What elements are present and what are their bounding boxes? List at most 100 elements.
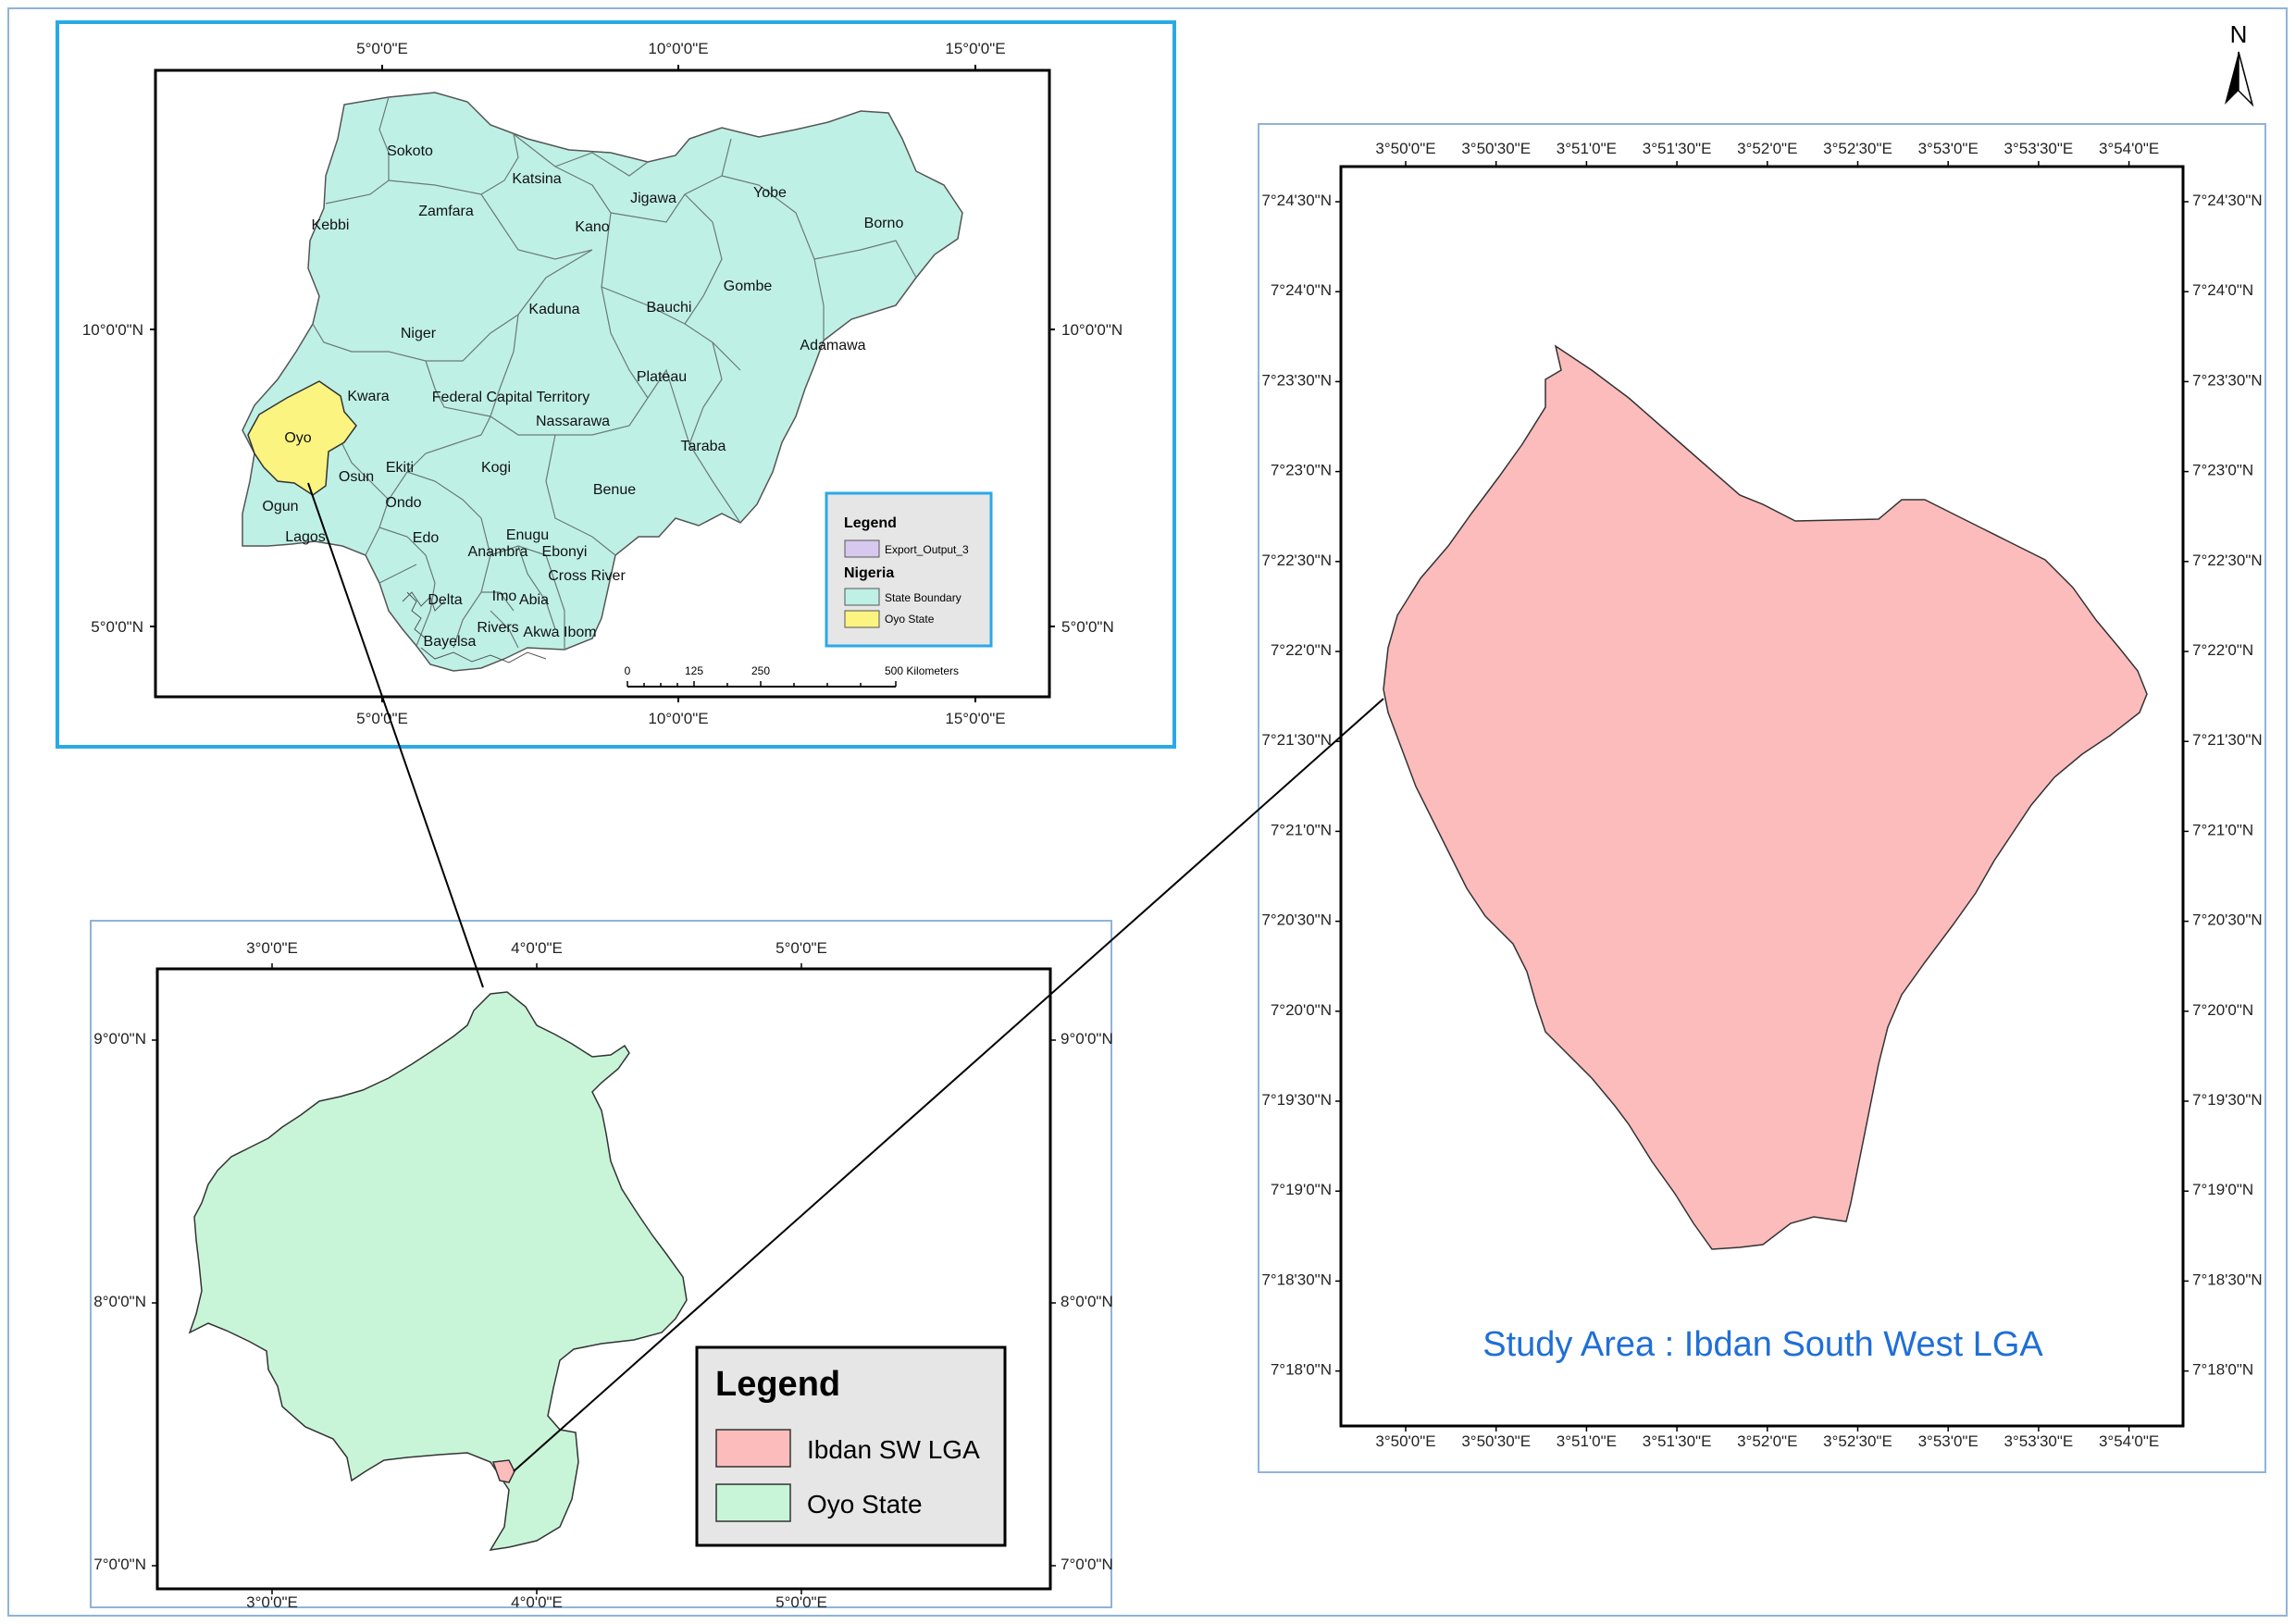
export-swatch: [844, 539, 880, 558]
scale-tick-label: 250: [751, 664, 770, 677]
coord-label: 3°52'30"E: [1823, 140, 1892, 157]
lon-label: 15°0'0"E: [945, 40, 1005, 57]
state-label: Katsina: [512, 171, 561, 187]
coord-label: 7°23'0"N: [2192, 462, 2253, 479]
state-label: Oyo: [284, 430, 311, 446]
lon-label: 3°0'0"E: [246, 1593, 298, 1611]
coord-label: 7°21'30"N: [2192, 731, 2263, 749]
coord-label: 3°51'0"E: [1557, 140, 1617, 157]
state-label: Kano: [575, 219, 609, 235]
coord-label: 7°18'0"N: [1271, 1361, 1332, 1379]
legend-title: Legend: [844, 515, 897, 531]
state-boundaries: [312, 96, 917, 650]
state-label: Yobe: [753, 185, 787, 201]
ibadan-sw-lga-shape: [1383, 344, 2148, 1250]
state-label: Benue: [593, 482, 636, 498]
lon-label: 5°0'0"E: [356, 710, 408, 727]
legend-item-label: Ibdan SW LGA: [807, 1435, 980, 1464]
coord-label: 7°19'30"N: [1261, 1091, 1332, 1109]
lon-label: 5°0'0"E: [775, 1593, 827, 1611]
coord-label: 7°23'30"N: [1261, 371, 1332, 389]
state-label: Kaduna: [528, 302, 579, 317]
legend-item-label: Oyo State: [807, 1490, 923, 1519]
lon-label: 5°0'0"E: [775, 939, 827, 957]
legend-title: Legend: [715, 1365, 840, 1404]
coord-label: 7°22'30"N: [1261, 552, 1332, 569]
coord-label: 3°52'0"E: [1737, 140, 1797, 157]
oyo-map-panel: 3°0'0"E 4°0'0"E 5°0'0"E 3°0'0"E 4°0'0"E …: [90, 920, 1113, 1611]
coord-label: 7°24'30"N: [2192, 192, 2263, 209]
coord-label: 3°51'0"E: [1557, 1432, 1617, 1450]
state-label: Borno: [864, 216, 904, 231]
coord-label: 7°22'0"N: [2192, 641, 2253, 659]
lon-label: 15°0'0"E: [945, 710, 1005, 727]
north-arrow-half: [2238, 51, 2254, 107]
state-label: Nassarawa: [536, 414, 610, 429]
state-label: Zamfara: [418, 204, 474, 219]
leader-lines: [307, 482, 1384, 1472]
delta-texture: [402, 591, 547, 663]
state-label: Jigawa: [630, 191, 676, 206]
lat-label: 8°0'0"N: [93, 1293, 146, 1310]
state-label: Ondo: [385, 495, 421, 511]
coord-label: 7°24'30"N: [1261, 192, 1332, 209]
coord-label: 7°23'30"N: [2192, 371, 2263, 389]
state-label: Kwara: [347, 389, 389, 404]
state-label: Akwa Ibom: [523, 625, 596, 640]
coord-label: 7°24'0"N: [1271, 281, 1332, 299]
coord-label: 3°54'0"E: [2099, 1432, 2159, 1450]
coord-label: 7°21'0"N: [1271, 821, 1332, 838]
study-left-lat-labels: 7°24'30"N 7°24'0"N 7°23'30"N 7°23'0"N 7°22'3…: [1261, 192, 1332, 1379]
coord-label: 7°20'0"N: [2192, 1001, 2253, 1019]
lga-swatch: [715, 1429, 791, 1468]
coord-label: 7°19'0"N: [1271, 1181, 1332, 1198]
state-label: Osun: [339, 469, 374, 485]
lat-label: 5°0'0"N: [1061, 618, 1114, 636]
state-label: Plateau: [637, 369, 687, 385]
study-area-panel: 3°50'0"E 3°50'30"E 3°51'0"E 3°51'30"E 3°52'0…: [1258, 123, 2266, 1473]
lon-label: 3°0'0"E: [246, 939, 298, 957]
nigeria-map-panel: 5°0'0"E 10°0'0"E 15°0'0"E 5°0'0"E 10°0'0…: [56, 20, 1176, 749]
state-label: Abia: [519, 592, 549, 608]
coord-label: 7°20'30"N: [2192, 911, 2263, 929]
nigeria-to-oyo-line: [307, 482, 484, 988]
lon-label: 10°0'0"E: [648, 40, 708, 57]
coord-label: 3°53'30"E: [2004, 140, 2074, 157]
state-label: Cross River: [548, 568, 626, 584]
state-label: Niger: [401, 326, 437, 341]
legend-item-label: Export_Output_3: [885, 543, 969, 556]
coord-label: 3°51'30"E: [1643, 1432, 1712, 1450]
state-label: Bayelsa: [424, 634, 477, 650]
coord-label: 7°21'30"N: [1261, 731, 1332, 749]
coord-label: 3°52'30"E: [1823, 1432, 1892, 1450]
lon-label: 4°0'0"E: [511, 1593, 563, 1611]
oyo-swatch: [844, 610, 880, 628]
state-label: Lagos: [285, 529, 326, 545]
coord-label: 3°53'0"E: [1918, 140, 1979, 157]
coord-label: 7°21'0"N: [2192, 821, 2253, 838]
scale-end-label: 500 Kilometers: [885, 664, 959, 677]
ibadan-sw-lga-small: [491, 1459, 515, 1483]
state-label: Sokoto: [387, 143, 433, 159]
state-label: Ekiti: [386, 460, 414, 476]
oyo-legend: Legend Ibdan SW LGA Oyo State: [695, 1345, 1007, 1547]
state-label: Delta: [428, 592, 462, 608]
study-ticks: [1335, 161, 2189, 1432]
coord-label: 7°18'0"N: [2192, 1361, 2253, 1379]
oyo-state-highlight: [247, 380, 357, 496]
coord-label: 7°24'0"N: [2192, 281, 2253, 299]
legend-item-label: State Boundary: [885, 591, 961, 604]
scale-bar: 0 125 250 500 Kilometers: [625, 664, 959, 688]
lon-label: 10°0'0"E: [648, 710, 708, 727]
lat-label: 7°0'0"N: [93, 1556, 146, 1573]
coord-label: 7°18'30"N: [1261, 1271, 1332, 1288]
coord-label: 3°50'0"E: [1375, 1432, 1435, 1450]
study-right-lat-labels: 7°24'30"N 7°24'0"N 7°23'30"N 7°23'0"N 7°22'3…: [2192, 192, 2263, 1379]
lat-label: 8°0'0"N: [1061, 1293, 1113, 1310]
coord-label: 3°51'30"E: [1643, 140, 1712, 157]
state-label: Anambra: [468, 544, 528, 560]
lat-label: 10°0'0"N: [82, 321, 143, 339]
coord-label: 3°53'0"E: [1918, 1432, 1979, 1450]
coord-label: 3°53'30"E: [2004, 1432, 2074, 1450]
